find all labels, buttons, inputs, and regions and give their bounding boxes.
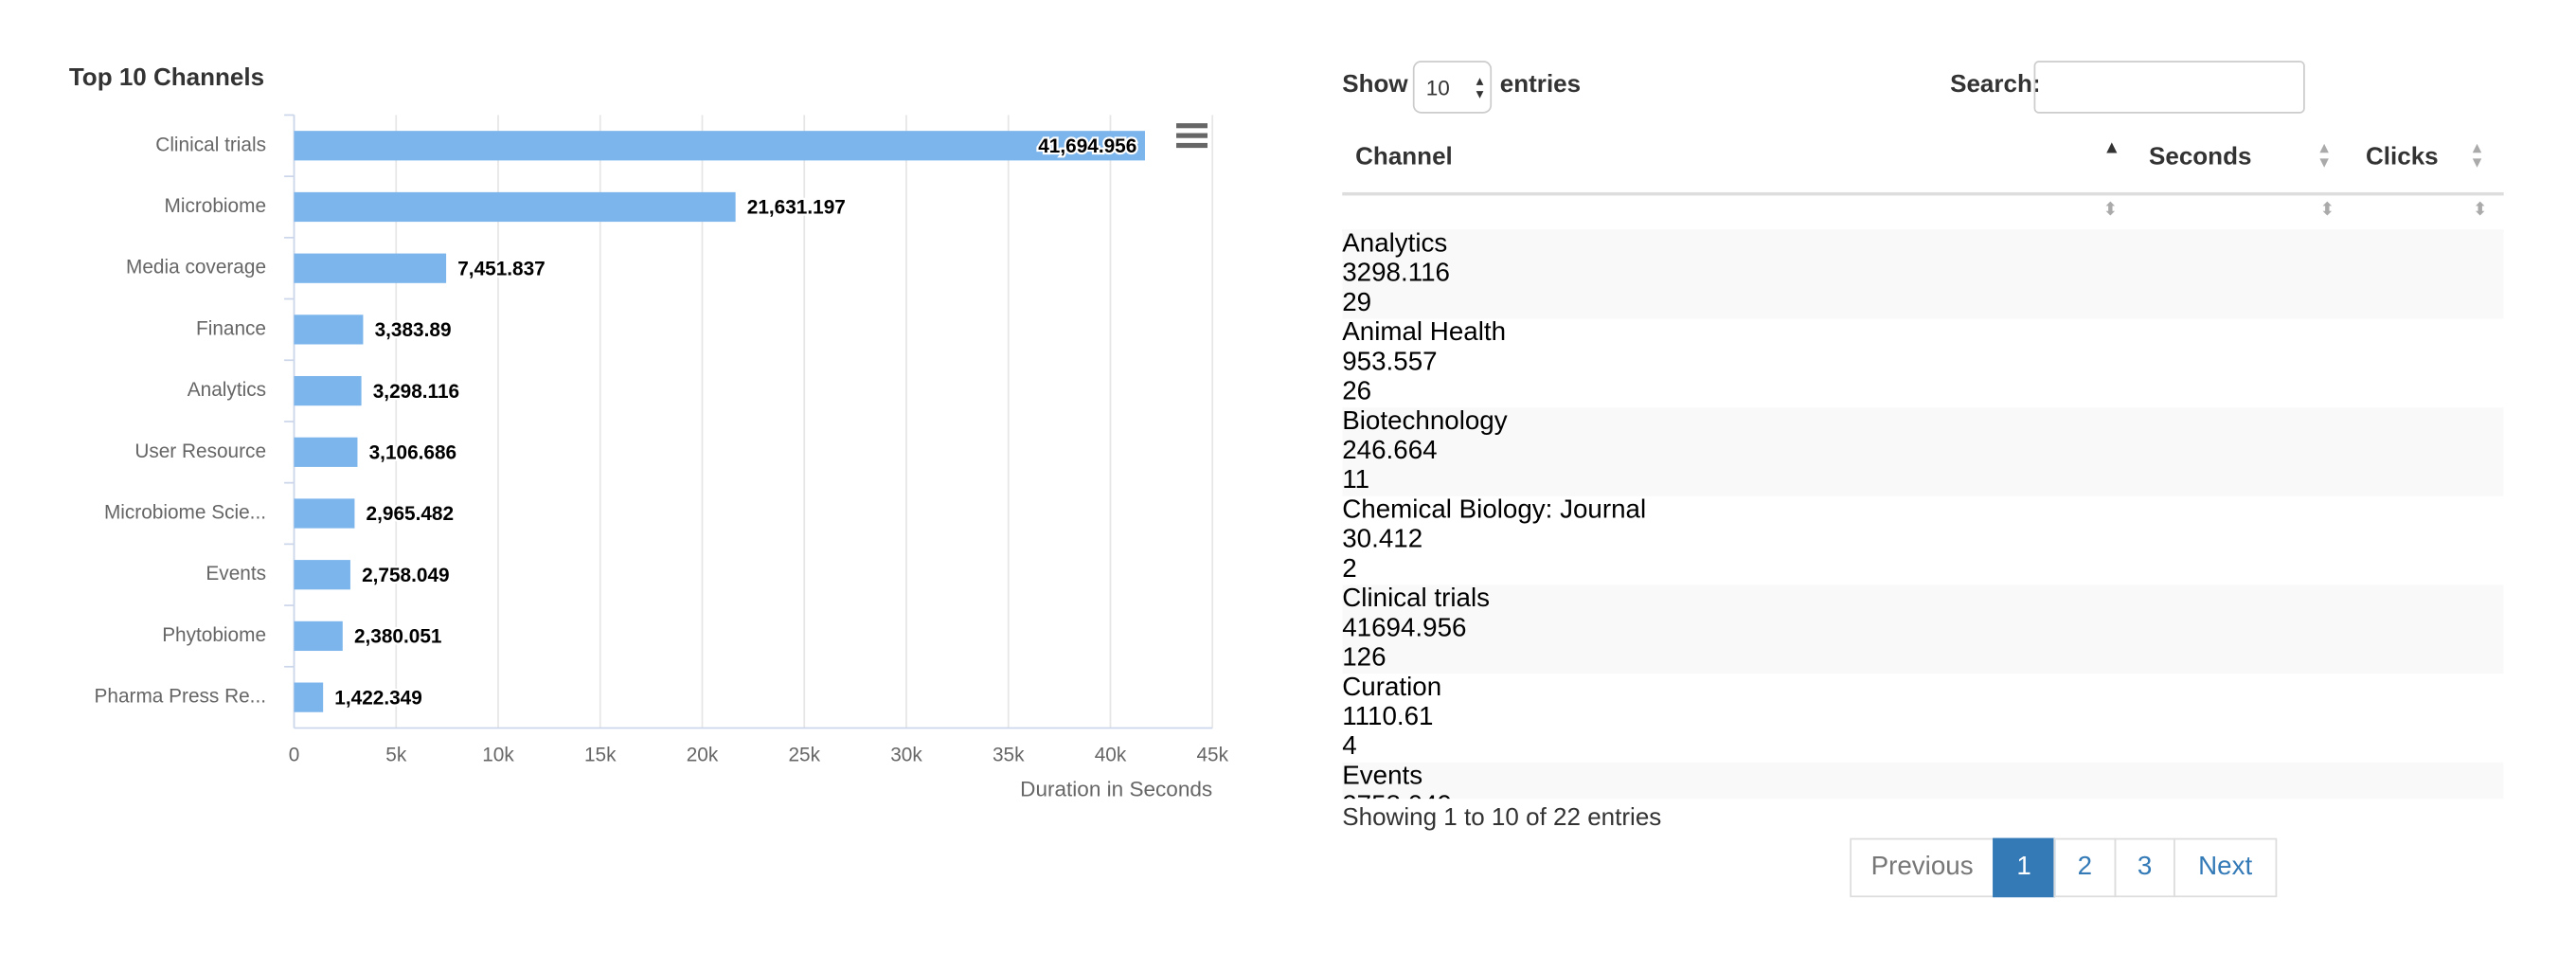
bar <box>294 315 364 345</box>
column-header[interactable]: Clicks <box>2365 142 2439 171</box>
sort-icon: ▲ <box>2102 137 2121 158</box>
x-tick-label: 20k <box>687 744 719 765</box>
data-label: 2,965.482 <box>367 503 455 525</box>
x-tick-label: 35k <box>993 744 1025 765</box>
table-cell: 30.412 <box>1342 526 1423 554</box>
table-cell: 246.664 <box>1342 437 1438 465</box>
y-tick-label: Clinical trials <box>155 134 266 155</box>
table-cell: Analytics <box>1342 229 1448 259</box>
y-tick-label: Pharma Press Re... <box>95 686 266 708</box>
table-row: Clinical trials 41694.956 126 <box>1342 584 2504 674</box>
x-axis-title: Duration in Seconds <box>1020 777 1212 800</box>
table-cell: 2 <box>1342 555 1357 584</box>
x-tick-label: 30k <box>890 744 922 765</box>
table-cell: Biotechnology <box>1342 407 1508 436</box>
x-tick-label: 10k <box>482 744 514 765</box>
table-cell: Clinical trials <box>1342 584 1491 614</box>
bar <box>294 253 447 283</box>
x-tick-label: 45k <box>1196 744 1228 765</box>
x-tick-label: 40k <box>1095 744 1127 765</box>
bar <box>294 375 362 406</box>
table-cell: 29 <box>1342 289 1372 317</box>
menu-icon[interactable] <box>1176 123 1208 149</box>
search-label: Search: <box>1950 70 2041 99</box>
data-label: 7,451.837 <box>457 258 546 279</box>
page-button[interactable]: 2 <box>2053 837 2117 898</box>
bar <box>294 437 358 467</box>
y-tick-label: Microbiome Scie... <box>104 502 266 524</box>
table-cell: 3298.116 <box>1342 260 1450 288</box>
table-cell: 41694.956 <box>1342 614 1467 643</box>
length-value: 10 <box>1425 75 1450 100</box>
length-select[interactable]: 10 ▴ ▾ <box>1412 61 1493 114</box>
table-row: Biotechnology 246.664 11 <box>1342 407 2504 496</box>
table-body: Analytics 3298.116 29 Animal Health 953.557 2… <box>1342 229 2504 800</box>
page-button[interactable]: Previous <box>1850 837 1995 898</box>
bar <box>294 620 343 652</box>
page-button[interactable]: 3 <box>2114 837 2175 898</box>
bar <box>294 498 355 529</box>
filter-row: ⬍ ⬍ ⬍ <box>1342 195 2504 232</box>
x-tick-label: 0 <box>289 744 300 765</box>
sort-icon: ▴ ▾ <box>2472 137 2482 173</box>
bar <box>294 131 1145 161</box>
sort-icon: ▴ ▾ <box>2319 137 2329 173</box>
column-header[interactable]: Seconds <box>2148 142 2252 171</box>
data-label: 41,694.956 <box>1038 135 1136 157</box>
chart-title: Top 10 Channels <box>69 63 264 91</box>
table-header: Channel ▲ Seconds ▴ ▾ Clicks ▴ ▾ <box>1342 132 2504 196</box>
length-label: Show <box>1342 70 1408 99</box>
page-button[interactable]: 1 <box>1993 837 2056 898</box>
table-cell: Curation <box>1342 674 1442 702</box>
table-cell: 1110.61 <box>1342 703 1434 731</box>
table-row: Events2758.04935 <box>1342 762 2504 800</box>
y-tick-label: Microbiome <box>165 195 266 217</box>
table-row: Analytics 3298.116 29 <box>1342 229 2504 319</box>
x-tick-label: 25k <box>788 744 820 765</box>
y-tick-label: Phytobiome <box>162 624 266 646</box>
table-cell: 953.557 <box>1342 348 1438 377</box>
search-input[interactable] <box>2033 61 2305 114</box>
table-info: Showing 1 to 10 of 22 entries <box>1342 803 1662 832</box>
data-label: 2,380.051 <box>354 626 442 648</box>
table-row: Animal Health 953.557 26 <box>1342 318 2504 408</box>
table-cell: 11 <box>1342 466 1370 495</box>
column-header[interactable]: Channel <box>1355 142 1453 171</box>
x-tick-label: 5k <box>385 744 407 765</box>
y-tick-label: Finance <box>196 317 266 339</box>
table-cell: Chemical Biology: Journal <box>1342 495 1647 525</box>
y-tick-label: User Resource <box>134 441 266 462</box>
table-cell: 4 <box>1342 732 1357 762</box>
table-cell: 26 <box>1342 377 1372 406</box>
table-cell: Events <box>1342 762 1423 791</box>
data-label: 3,383.89 <box>375 319 452 341</box>
table-cell: Animal Health <box>1342 318 1507 348</box>
data-label: 2,758.049 <box>362 565 450 586</box>
y-tick-label: Media coverage <box>126 257 266 279</box>
data-label: 21,631.197 <box>747 197 846 219</box>
bar <box>294 560 350 590</box>
table-row: Chemical Biology: Journal 30.412 2 <box>1342 495 2504 585</box>
chart: Top 10 Channels Duration in Seconds 0 5k 1… <box>69 63 1229 800</box>
page-button[interactable]: Next <box>2174 837 2278 898</box>
y-tick-label: Events <box>206 563 266 584</box>
data-label: 3,298.116 <box>373 381 459 403</box>
table-cell: 2758.049 <box>1342 792 2503 799</box>
y-tick-label: Analytics <box>188 379 266 401</box>
length-suffix: entries <box>1499 70 1582 99</box>
x-tick-label: 15k <box>584 744 617 765</box>
table-cell: 126 <box>1342 644 1386 673</box>
bar <box>294 682 324 712</box>
data-label: 3,106.686 <box>369 442 457 464</box>
bar <box>294 191 736 223</box>
table-row: Curation 1110.61 4 <box>1342 674 2504 763</box>
data-label: 1,422.349 <box>334 687 422 709</box>
